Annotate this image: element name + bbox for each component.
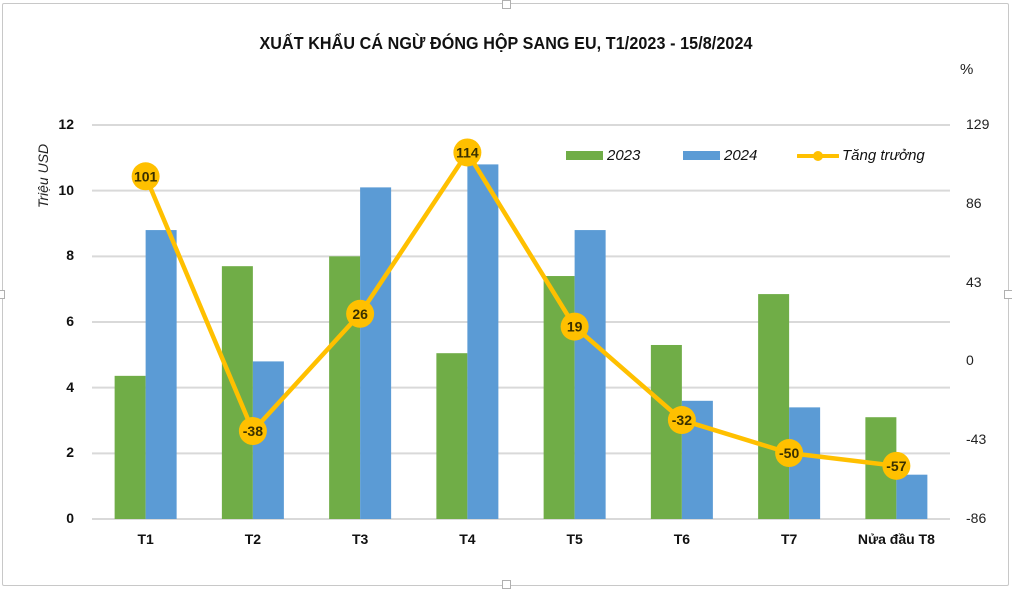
bar-2024[interactable] — [360, 187, 392, 519]
growth-marker[interactable] — [882, 451, 911, 480]
growth-data-label: -38 — [243, 423, 263, 439]
primary-axis-tick: 10 — [58, 181, 74, 198]
growth-marker[interactable] — [560, 312, 589, 341]
growth-data-label: -32 — [672, 412, 692, 428]
growth-marker[interactable] — [453, 138, 482, 167]
growth-marker[interactable] — [775, 439, 804, 468]
category-tick: T4 — [459, 531, 476, 547]
growth-marker[interactable] — [346, 299, 375, 328]
legend-line-marker-icon — [797, 150, 839, 161]
category-tick: T5 — [566, 531, 583, 547]
secondary-axis-tick: 86 — [966, 194, 982, 211]
bar-2024[interactable] — [574, 230, 606, 520]
secondary-axis-tick: 129 — [966, 116, 990, 132]
category-tick: T6 — [673, 531, 691, 547]
bar-2023[interactable] — [329, 256, 361, 519]
category-tick: T1 — [137, 531, 154, 547]
secondary-axis-tick: 0 — [966, 352, 974, 369]
primary-axis-tick: 2 — [66, 444, 74, 461]
category-tick: T3 — [351, 531, 369, 547]
bar-2023[interactable] — [114, 375, 146, 519]
primary-axis-tick: 6 — [66, 313, 74, 329]
resize-handle-right[interactable] — [1004, 290, 1012, 299]
primary-axis-tick: 4 — [66, 378, 74, 395]
growth-marker[interactable] — [131, 162, 160, 191]
bar-2024[interactable] — [145, 230, 177, 520]
secondary-axis-tick: -43 — [966, 431, 987, 448]
category-tick: Nửa đầu T8 — [857, 531, 935, 547]
growth-data-label: 19 — [567, 319, 583, 335]
legend-item-2023: 2023 — [566, 147, 640, 164]
bar-2023[interactable] — [758, 294, 790, 519]
growth-data-label: -50 — [779, 445, 799, 461]
primary-axis-tick: 8 — [66, 247, 74, 264]
resize-handle-left[interactable] — [0, 290, 5, 299]
growth-line[interactable] — [143, 150, 897, 469]
growth-data-label: 114 — [456, 144, 479, 160]
legend-swatch-2023 — [566, 151, 603, 160]
primary-axis-tick: 12 — [58, 116, 74, 132]
secondary-axis-tick: -86 — [966, 510, 987, 526]
category-tick: T2 — [244, 531, 262, 547]
category-tick: T7 — [780, 531, 798, 547]
growth-marker[interactable] — [667, 406, 696, 435]
bar-2024[interactable] — [896, 474, 928, 519]
chart-title: XUẤT KHẨU CÁ NGỪ ĐÓNG HỘP SANG EU, T1/20… — [259, 33, 753, 53]
primary-axis-tick: 0 — [66, 510, 74, 526]
resize-handle-top[interactable] — [502, 0, 511, 9]
bar-2024[interactable] — [467, 164, 499, 519]
growth-data-label: 26 — [352, 306, 368, 322]
growth-data-label: -57 — [886, 458, 906, 474]
legend-item-2024: 2024 — [683, 147, 757, 164]
secondary-axis-unit: % — [960, 61, 974, 78]
growth-marker[interactable] — [238, 417, 267, 446]
bar-2023[interactable] — [436, 353, 468, 519]
bar-2023[interactable] — [543, 276, 575, 519]
legend-item-growth: Tăng trưởng — [797, 147, 925, 164]
legend-swatch-2024 — [683, 151, 720, 160]
growth-data-label: 101 — [134, 168, 158, 184]
secondary-axis-tick: 43 — [966, 273, 982, 290]
